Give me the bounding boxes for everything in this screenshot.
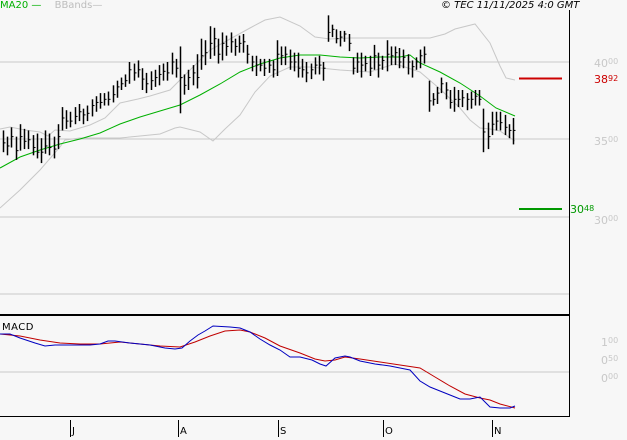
price-label-3000: 3000 [594,214,619,227]
chart-legend: MA20 — BBands— [0,0,102,12]
macd-lines [0,325,516,409]
macd-label-1: 100 [601,336,619,349]
macd-label-050: 050 [601,354,619,367]
price-bars [2,15,516,164]
month-label-aug: A [180,426,187,437]
macd-line [0,325,516,409]
legend-bbands: BBands— [54,0,103,11]
price-label-3500: 3500 [594,135,619,148]
legend-ma20: MA20 — [0,0,42,11]
macd-label-0: 000 [601,372,619,385]
copyright-timestamp: © TEC 11/11/2025 4:0 GMT [441,0,580,11]
bollinger-bands [0,16,516,209]
macd-title: MACD [2,322,34,333]
bbands-lower-line [0,63,516,209]
bbands-upper-line [0,16,516,137]
month-label-jul: J [72,426,75,437]
price-label-4000: 4000 [594,57,619,70]
ma20-line [0,54,516,169]
macd-signal-line [0,329,516,409]
ma20-polyline [0,54,516,169]
month-label-nov: N [494,426,502,437]
support-label: 3048 [570,203,595,216]
month-label-oct: O [385,426,393,437]
month-ticks [70,420,493,437]
resistance-label: 3892 [594,73,619,86]
month-label-sep: S [280,426,287,437]
